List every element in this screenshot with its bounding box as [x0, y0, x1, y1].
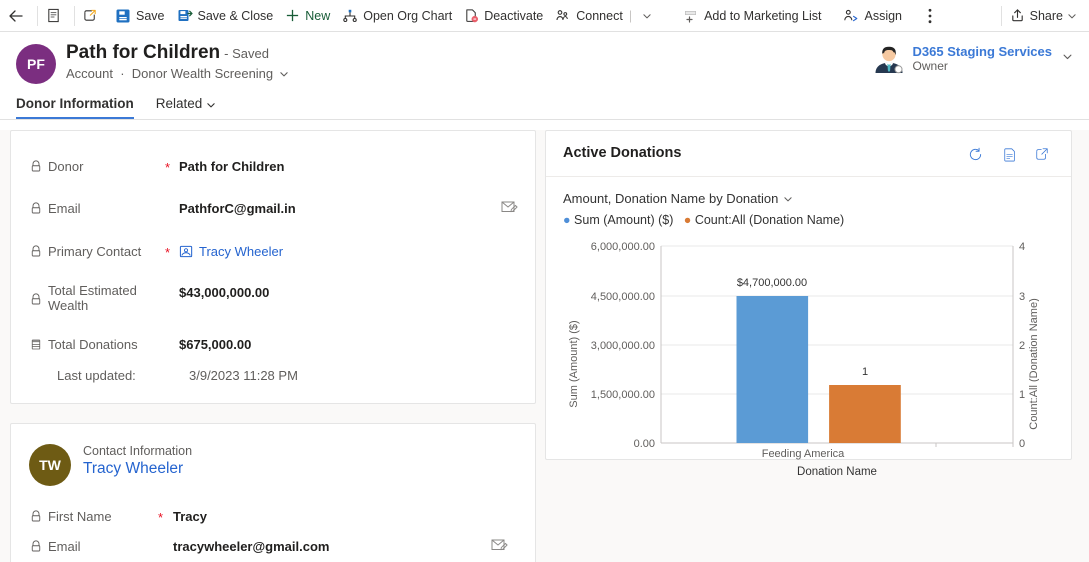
svg-text:1,500,000.00: 1,500,000.00	[591, 389, 655, 401]
svg-text:Sum (Amount) ($): Sum (Amount) ($)	[568, 320, 580, 407]
svg-text:3,000,000.00: 3,000,000.00	[591, 340, 655, 352]
svg-text:Count:All (Donation Name): Count:All (Donation Name)	[1028, 298, 1039, 429]
svg-text:$4,700,000.00: $4,700,000.00	[737, 277, 807, 289]
svg-text:4,500,000.00: 4,500,000.00	[591, 291, 655, 303]
svg-text:6,000,000.00: 6,000,000.00	[591, 241, 655, 253]
svg-text:2: 2	[1019, 340, 1025, 352]
svg-text:Donation Name: Donation Name	[797, 466, 877, 478]
svg-text:3: 3	[1019, 291, 1025, 303]
svg-text:0.00: 0.00	[634, 438, 655, 450]
svg-text:4: 4	[1019, 241, 1025, 253]
svg-text:1: 1	[862, 366, 868, 378]
svg-text:Feeding America: Feeding America	[762, 448, 845, 460]
svg-text:1: 1	[1019, 389, 1025, 401]
svg-text:0: 0	[1019, 438, 1025, 450]
